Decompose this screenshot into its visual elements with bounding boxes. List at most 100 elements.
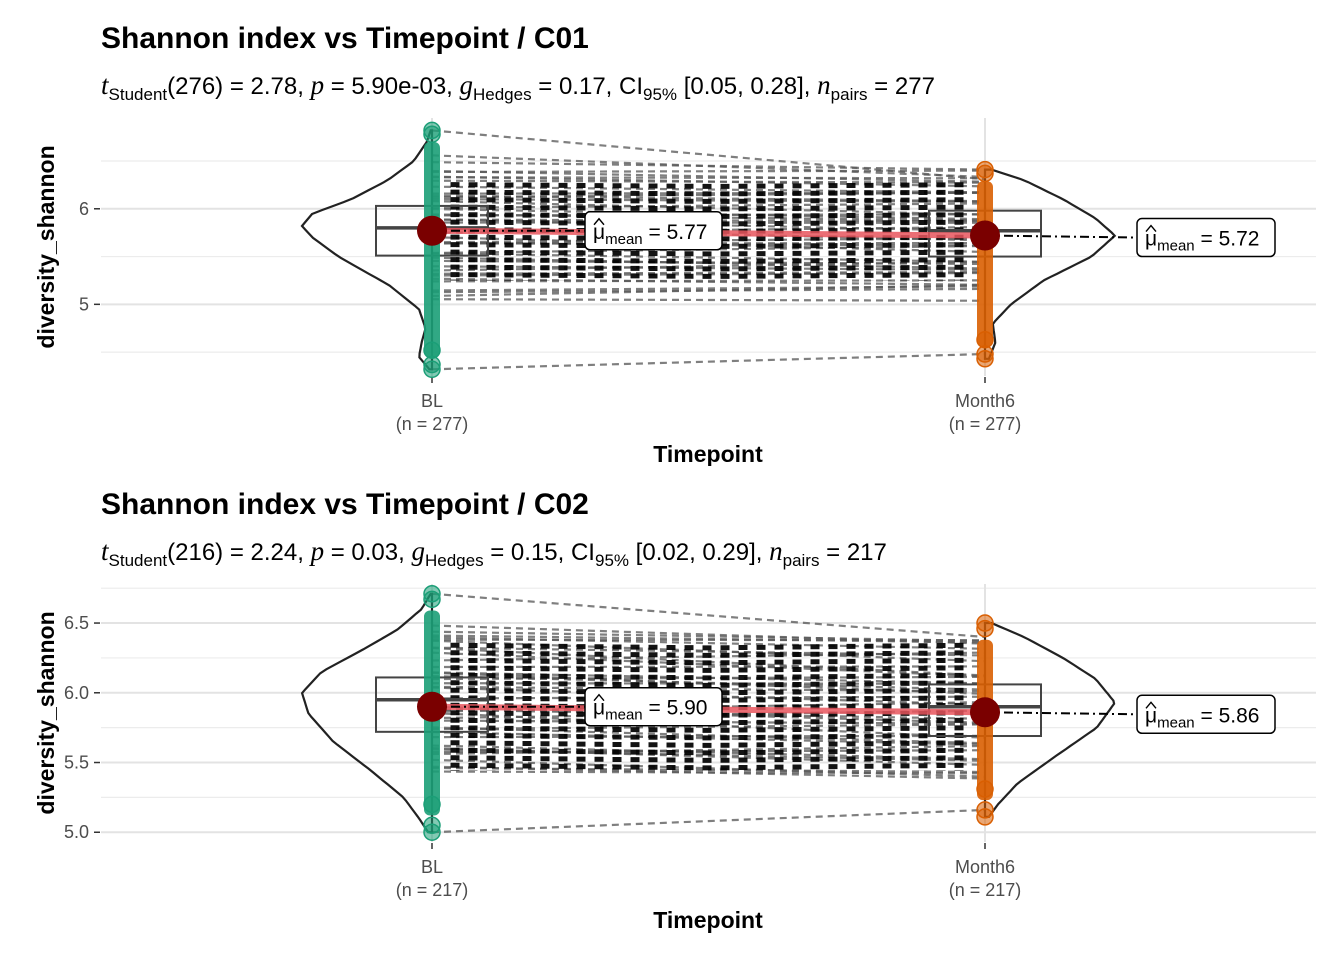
- mean-label-text: μmean = 5.86: [1145, 704, 1259, 731]
- paired-line: [431, 194, 986, 203]
- y-axis-title: diversity_shannon: [33, 611, 59, 814]
- mean-label-mu: μ: [1145, 704, 1157, 727]
- paired-line: [431, 726, 986, 745]
- mean-label-hat: [1145, 224, 1157, 232]
- violin-month6: [983, 168, 1117, 360]
- point: [976, 614, 994, 632]
- paired-line: [431, 169, 986, 183]
- paired-line: [431, 723, 986, 731]
- mean-label-value: = 5.72: [1195, 228, 1260, 251]
- mean-label-leader: [984, 711, 1138, 716]
- paired-line: [431, 129, 986, 181]
- paired-line: [431, 624, 986, 645]
- paired-line: [431, 279, 986, 283]
- point: [976, 801, 994, 819]
- grid-lines: [101, 584, 1316, 842]
- paired-line: [431, 352, 986, 371]
- mean-label-value: = 5.77: [643, 221, 708, 244]
- y-tick-label: 6.5: [64, 613, 89, 633]
- mean-label-mu: μ: [593, 697, 605, 720]
- paired-line: [431, 287, 986, 294]
- mean-label-value: = 5.86: [1195, 704, 1260, 727]
- paired-line: [431, 646, 986, 657]
- mean-label-text: μmean = 5.72: [1145, 228, 1259, 255]
- point: [976, 330, 994, 349]
- x-tick-count: (n = 277): [396, 414, 469, 434]
- mean-label-leader: [984, 234, 1138, 239]
- paired-line: [431, 592, 986, 639]
- paired-line: [431, 252, 986, 263]
- x-tick-count: (n = 277): [949, 414, 1022, 434]
- points-bl: [423, 121, 441, 379]
- mean-label: μmean = 5.77: [584, 211, 723, 251]
- paired-line: [431, 765, 986, 780]
- mean-point: [417, 691, 447, 722]
- x-tick-label: Month6: [955, 857, 1015, 877]
- point: [423, 341, 441, 359]
- mean-label-text: μmean = 5.90: [593, 697, 707, 724]
- mean-label-sub: mean: [1157, 238, 1195, 255]
- x-axis-title: Timepoint: [653, 441, 763, 466]
- mean-label-hat: [1145, 701, 1157, 709]
- x-tick-count: (n = 217): [949, 880, 1022, 900]
- chart-subtitle: tStudent(276) = 2.78, p = 5.90e-03, gHed…: [101, 70, 935, 104]
- paired-line: [431, 298, 986, 302]
- x-tick-label: BL: [421, 857, 443, 877]
- point: [423, 795, 441, 814]
- paired-line: [431, 185, 986, 194]
- paired-line: [431, 674, 986, 691]
- plot-area: 5.0 5.5 6.0 6.5 BL (n = 217) Month6 (n = 217) Ti…: [33, 584, 1316, 933]
- x-tick-label: Month6: [955, 391, 1015, 411]
- paired-line: [431, 161, 986, 171]
- paired-line: [431, 270, 986, 275]
- mean-label-text: μmean = 5.77: [593, 221, 707, 248]
- x-axis-title: Timepoint: [653, 907, 763, 933]
- paired-line: [431, 630, 986, 642]
- chart-subtitle: tStudent(216) = 2.24, p = 0.03, gHedges …: [101, 536, 887, 570]
- mean-label-box: [1136, 217, 1276, 258]
- mean-label: μmean = 5.86: [1136, 694, 1276, 735]
- y-tick-label: 6.0: [64, 683, 89, 703]
- mean-label-box: [584, 211, 723, 251]
- point-strip: [977, 181, 993, 348]
- point-strip: [424, 141, 440, 358]
- paired-line: [431, 746, 986, 766]
- y-tick-label: 5.0: [64, 822, 89, 842]
- mean-label-sub: mean: [605, 231, 643, 248]
- mean-point: [970, 697, 1000, 728]
- x-tick-label: BL: [421, 391, 443, 411]
- points-month6: [976, 160, 994, 368]
- mean-label-box: [1136, 694, 1276, 735]
- y-tick-label: 6: [79, 199, 89, 219]
- paired-line: [431, 665, 986, 669]
- violin-month6: [983, 621, 1116, 818]
- paired-line: [431, 808, 986, 834]
- x-tick-count: (n = 217): [396, 880, 469, 900]
- mean-point: [970, 220, 1000, 251]
- plot-area: 5 6 BL (n = 277) Month6 (n = 277) Timepoint div…: [33, 118, 1316, 466]
- mean-label-value: = 5.90: [643, 697, 708, 720]
- mean-point: [417, 215, 447, 246]
- mean-label: μmean = 5.90: [584, 686, 723, 727]
- mean-label-hat: [593, 217, 605, 226]
- mean-label-sub: mean: [605, 707, 643, 724]
- paired-line: [431, 636, 986, 650]
- y-tick-label: 5.5: [64, 753, 89, 773]
- y-axis-title: diversity_shannon: [33, 145, 59, 348]
- mean-label-sub: mean: [1157, 714, 1195, 731]
- mean-label: μmean = 5.72: [1136, 217, 1276, 258]
- chart-title: Shannon index vs Timepoint / C02: [101, 488, 589, 521]
- points-month6: [976, 614, 994, 826]
- chart-panel-c02: 5.0 5.5 6.0 6.5 BL (n = 217) Month6 (n = 217) Ti…: [0, 466, 1344, 933]
- paired-line: [431, 202, 986, 210]
- violin-bl: [300, 592, 434, 834]
- paired-line: [431, 744, 986, 756]
- mean-label-mu: μ: [1145, 228, 1157, 251]
- chart-title: Shannon index vs Timepoint / C01: [101, 22, 589, 55]
- paired-line: [431, 179, 986, 184]
- chart-panel-c01: 5 6 BL (n = 277) Month6 (n = 277) Timepoint div…: [0, 0, 1344, 466]
- mean-label-mu: μ: [593, 221, 605, 244]
- paired-line: [431, 176, 986, 180]
- point: [976, 160, 994, 179]
- mean-label-box: [584, 686, 723, 727]
